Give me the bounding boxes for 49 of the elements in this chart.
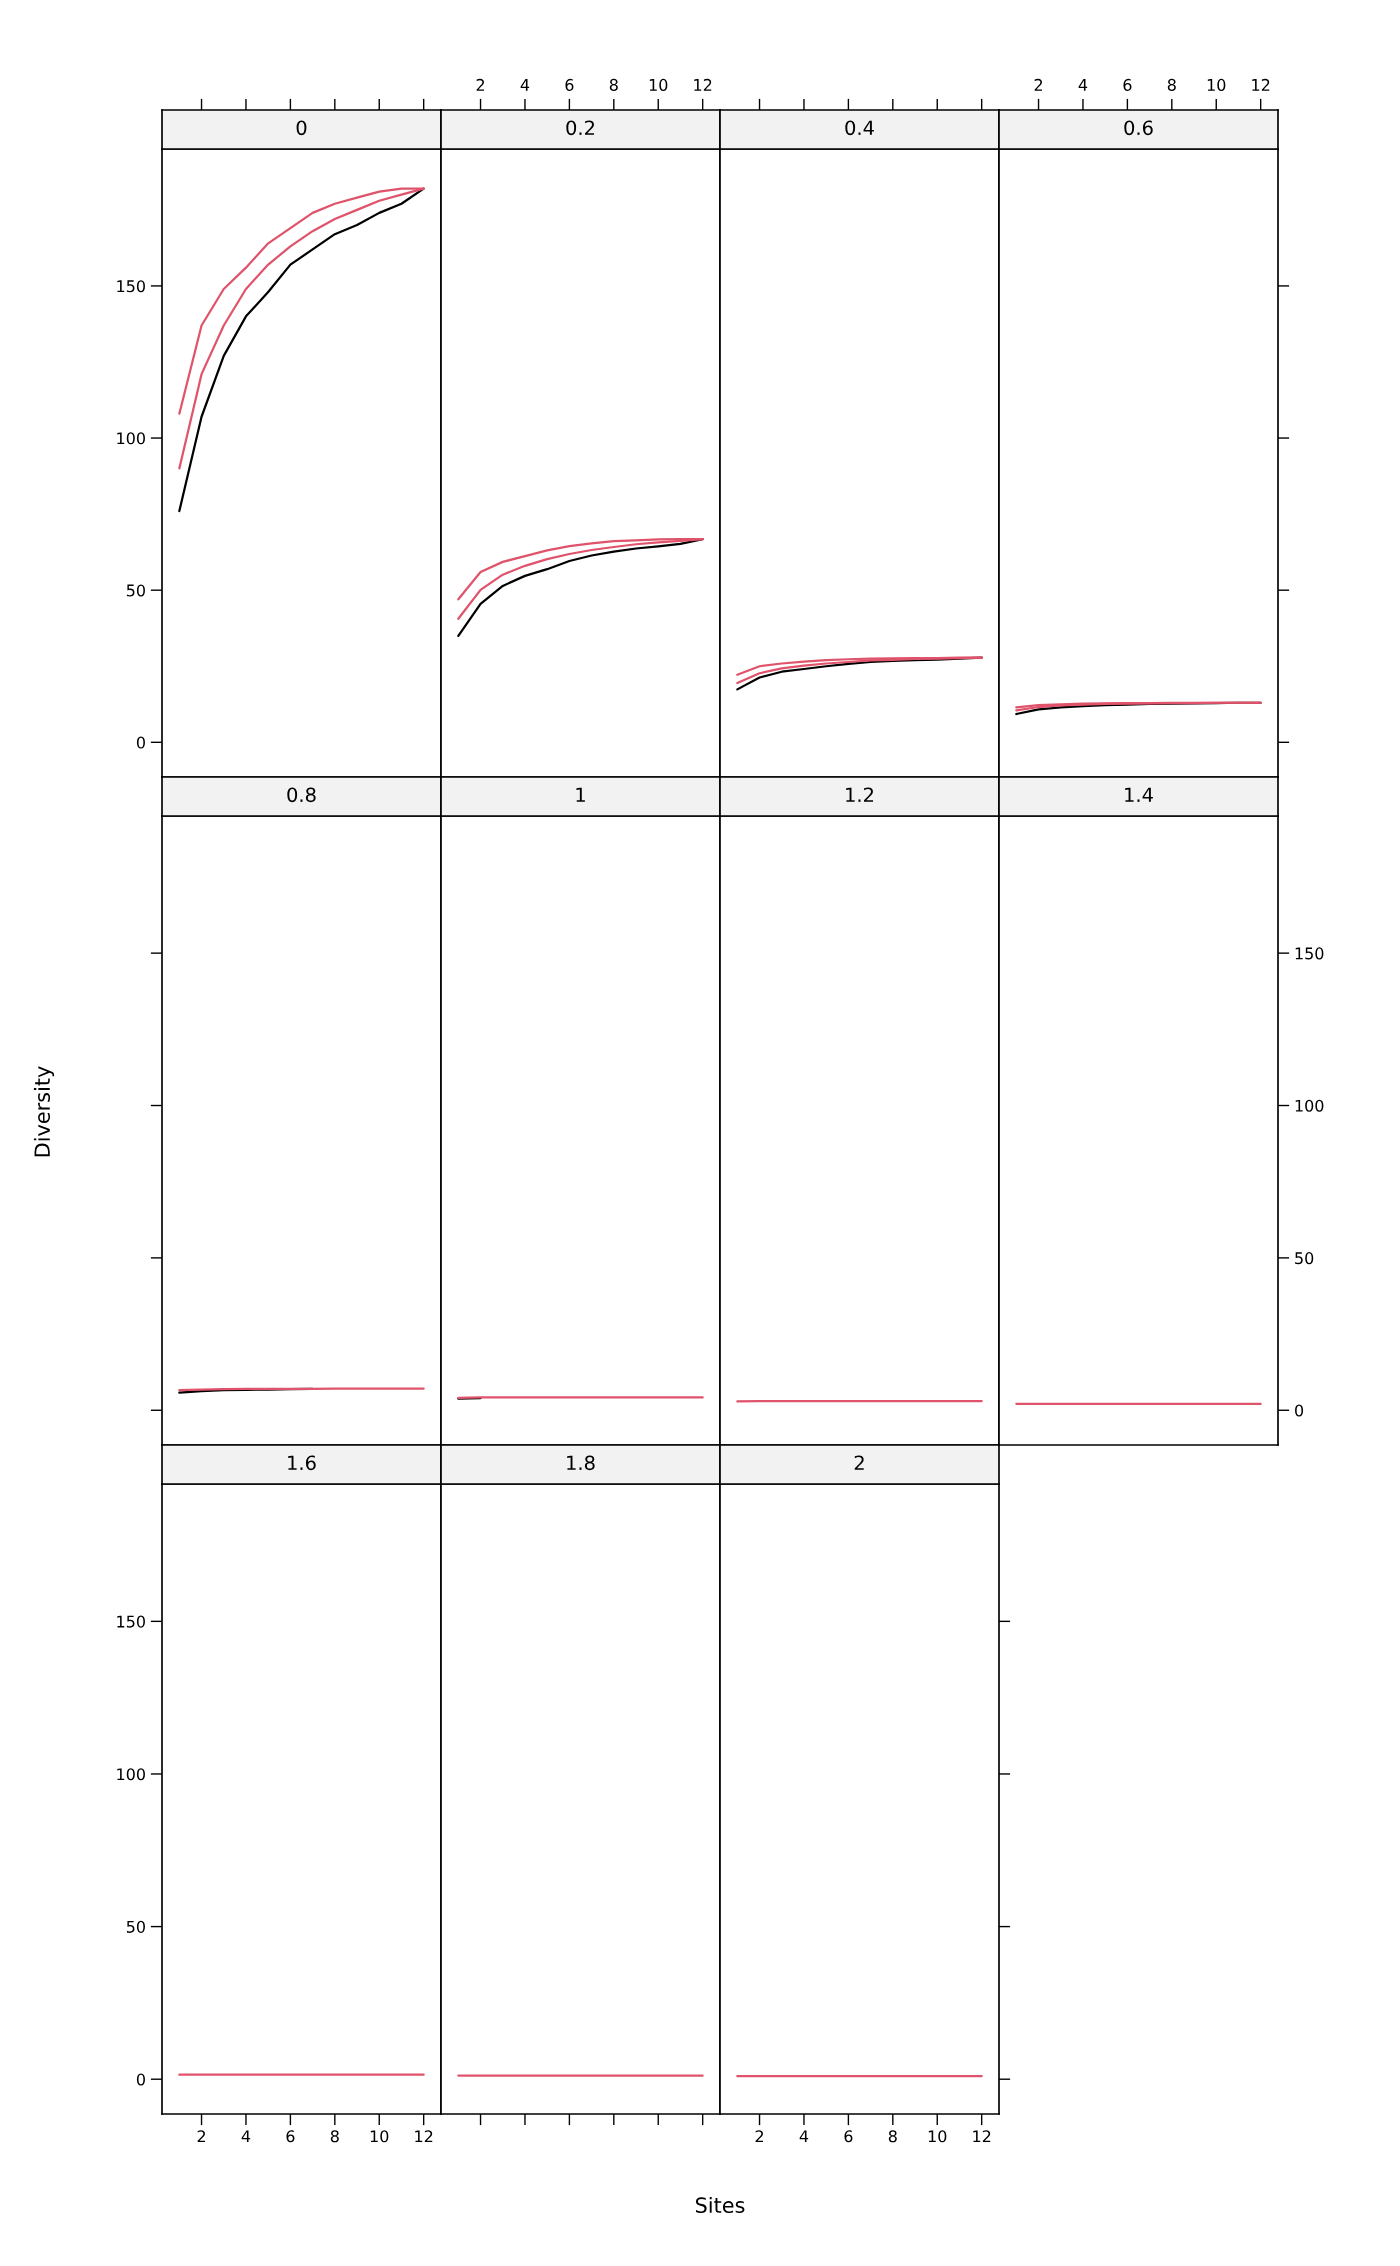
- y-axis-title: Diversity: [33, 1066, 55, 1157]
- x-tick-label: 6: [286, 2130, 295, 2143]
- x-tick-label: 4: [799, 2130, 809, 2143]
- y-tick-label: 0: [136, 2073, 145, 2086]
- x-tick-label: 10: [370, 2130, 389, 2143]
- y-tick-label: 150: [117, 1615, 145, 1628]
- chart-title: 1.2: [846, 787, 874, 802]
- chart-title: 0.4: [845, 120, 874, 136]
- y-tick-label: 100: [1295, 1099, 1324, 1112]
- y-tick-label: 150: [117, 280, 145, 293]
- y-tick-label: 0: [136, 736, 145, 749]
- y-tick-label: 150: [1295, 947, 1324, 960]
- chart-title: 0: [296, 120, 307, 136]
- y-tick-label: 100: [117, 432, 145, 445]
- x2-tick-label: 10: [1207, 78, 1226, 91]
- y-tick-label: 50: [1295, 1252, 1314, 1265]
- x-tick-label: 12: [973, 2130, 991, 2143]
- y-tick-label: 50: [126, 584, 145, 597]
- chart-title: 0.6: [1124, 120, 1153, 136]
- chart-title: 1.4: [1125, 787, 1153, 802]
- x2-tick-label: 8: [1167, 78, 1176, 91]
- x-tick-label: 6: [844, 2130, 853, 2143]
- y-tick-label: 0: [1295, 1404, 1304, 1417]
- chart-title: 1.8: [567, 1455, 595, 1471]
- chart-title: 1: [576, 787, 585, 802]
- x-tick-label: 8: [888, 2130, 897, 2143]
- x2-tick-label: 2: [476, 78, 485, 91]
- x-tick-label: 2: [197, 2130, 206, 2143]
- x-tick-label: 10: [928, 2130, 947, 2143]
- x2-tick-label: 6: [565, 78, 574, 91]
- y-tick-label: 50: [126, 1920, 145, 1933]
- x2-tick-label: 4: [520, 79, 530, 91]
- y-tick-label: 100: [117, 1768, 145, 1781]
- x2-tick-label: 10: [649, 78, 668, 91]
- chart-title: 0.2: [566, 120, 595, 136]
- x2-tick-label: 4: [1078, 79, 1088, 91]
- x2-tick-label: 12: [1252, 78, 1270, 91]
- x2-tick-label: 8: [609, 78, 618, 91]
- x-tick-label: 4: [241, 2130, 251, 2143]
- chart-title: 1.6: [288, 1455, 316, 1471]
- x-tick-label: 8: [330, 2130, 339, 2143]
- x-tick-label: 2: [755, 2130, 764, 2143]
- x2-tick-label: 6: [1123, 78, 1132, 91]
- chart-title: 2: [854, 1455, 864, 1470]
- x2-tick-label: 12: [694, 78, 712, 91]
- x-tick-label: 12: [415, 2130, 433, 2143]
- x-axis-title: Sites: [695, 2196, 745, 2214]
- chart-title: 0.8: [287, 787, 316, 803]
- x2-tick-label: 2: [1034, 78, 1043, 91]
